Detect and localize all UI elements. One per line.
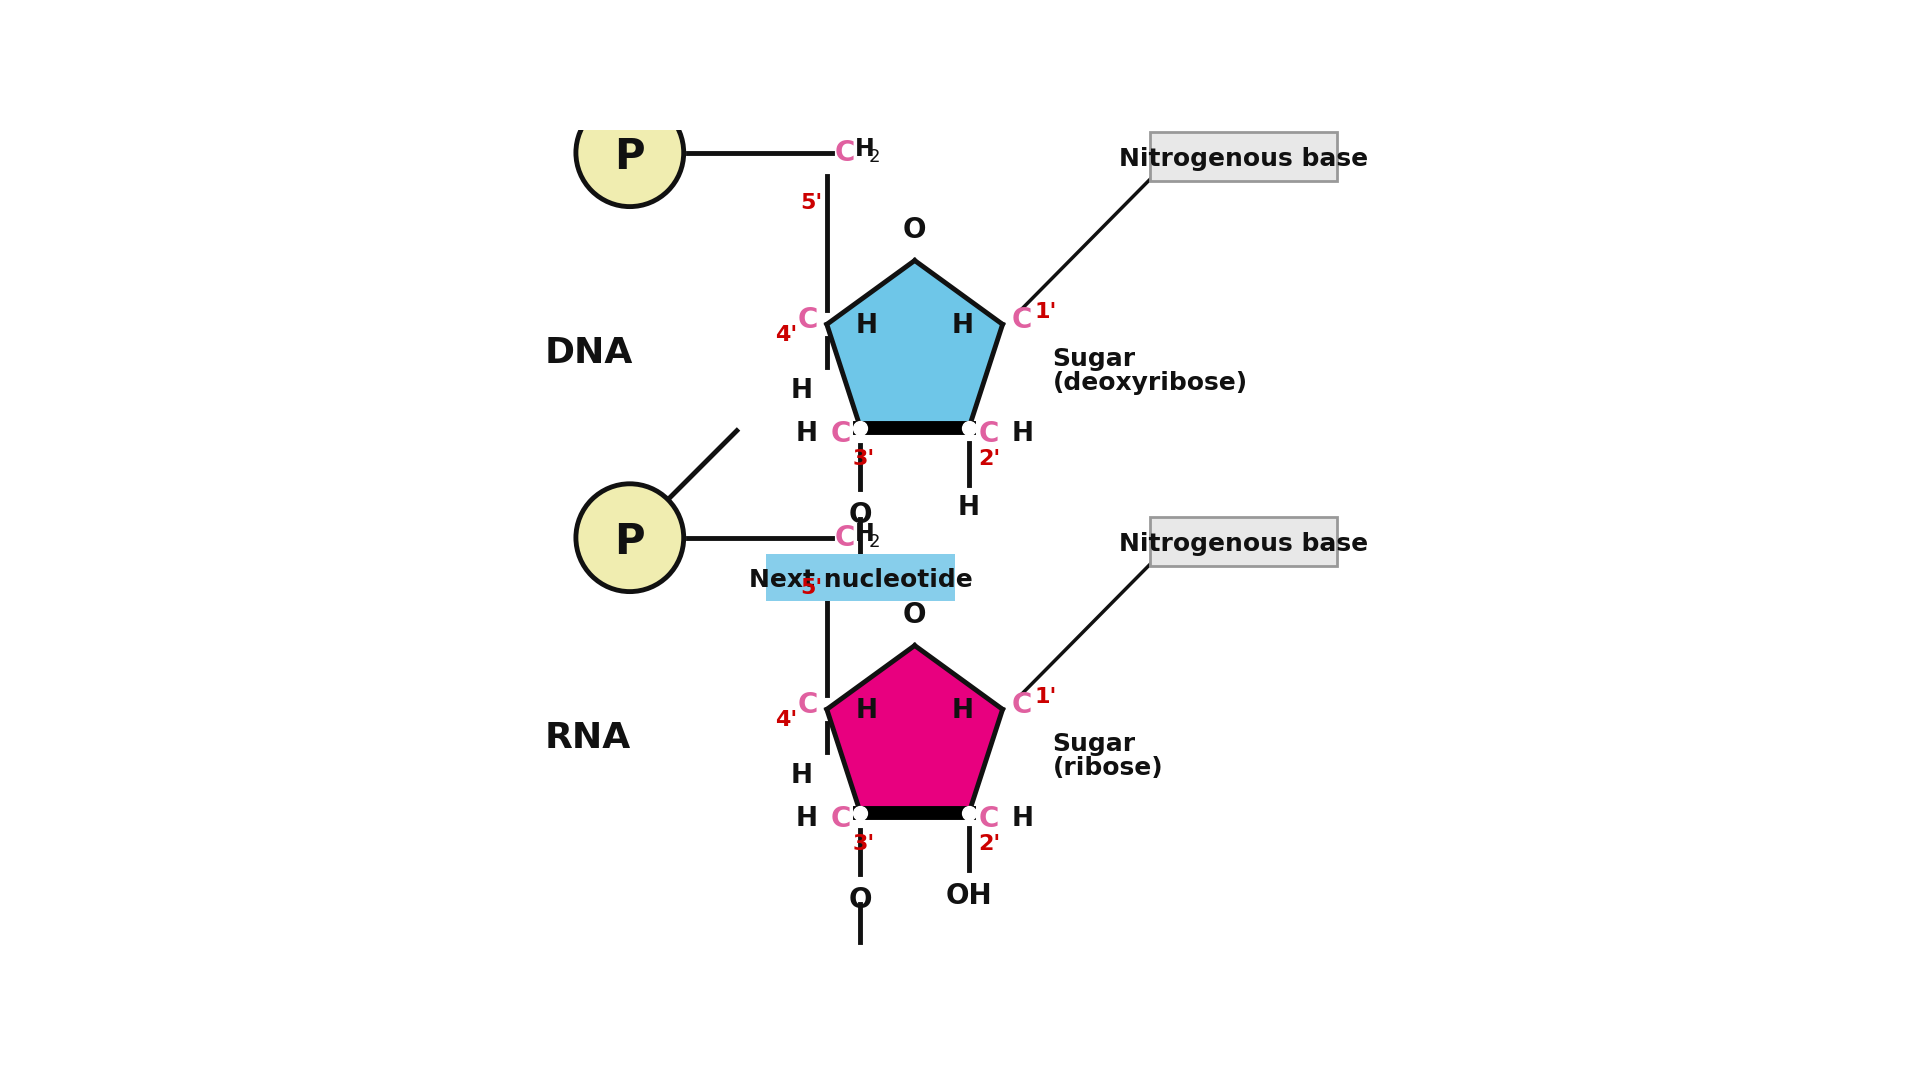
Text: Nitrogenous base: Nitrogenous base	[1119, 531, 1369, 556]
Text: C: C	[835, 138, 854, 166]
Text: 4': 4'	[776, 325, 797, 346]
Text: 4': 4'	[776, 711, 797, 730]
Text: H: H	[856, 698, 877, 724]
Text: C: C	[831, 420, 851, 448]
Text: 2: 2	[868, 532, 879, 551]
Text: O: O	[902, 216, 927, 244]
Polygon shape	[828, 260, 1002, 428]
Text: 3': 3'	[852, 449, 876, 469]
Text: C: C	[831, 805, 851, 833]
Text: O: O	[849, 886, 872, 914]
Text: Next nucleotide: Next nucleotide	[749, 568, 972, 592]
Text: P: P	[614, 136, 645, 177]
Text: C: C	[797, 307, 818, 335]
Text: O: O	[849, 501, 872, 529]
Text: (deoxyribose): (deoxyribose)	[1052, 370, 1248, 394]
Text: (ribose): (ribose)	[1052, 756, 1164, 780]
Text: H: H	[950, 313, 973, 339]
Text: Sugar: Sugar	[1052, 732, 1137, 756]
Text: Nitrogenous base: Nitrogenous base	[1119, 147, 1369, 171]
Text: H: H	[791, 378, 812, 404]
Text: H: H	[958, 496, 979, 522]
Text: H: H	[950, 698, 973, 724]
Text: H: H	[791, 764, 812, 789]
Text: 5': 5'	[801, 578, 824, 597]
Text: H: H	[856, 313, 877, 339]
Polygon shape	[828, 646, 1002, 812]
Text: H: H	[797, 806, 818, 832]
Text: O: O	[902, 600, 927, 629]
Text: C: C	[1012, 307, 1033, 335]
Text: C: C	[979, 805, 998, 833]
Circle shape	[576, 98, 684, 206]
Text: P: P	[614, 521, 645, 563]
Text: C: C	[979, 420, 998, 448]
Circle shape	[576, 484, 684, 592]
Text: H: H	[1012, 421, 1033, 447]
Text: C: C	[1012, 691, 1033, 719]
Text: H: H	[797, 421, 818, 447]
FancyBboxPatch shape	[1150, 132, 1338, 180]
Text: 2': 2'	[979, 449, 1000, 469]
Text: RNA: RNA	[545, 721, 632, 755]
FancyBboxPatch shape	[766, 554, 954, 602]
Text: 1': 1'	[1035, 687, 1058, 707]
Text: H: H	[1012, 806, 1033, 832]
Text: C: C	[797, 691, 818, 719]
Text: DNA: DNA	[545, 336, 634, 369]
Text: H: H	[854, 522, 874, 545]
Text: 2: 2	[868, 148, 879, 165]
FancyBboxPatch shape	[1150, 517, 1338, 566]
Text: 1': 1'	[1035, 302, 1058, 322]
Text: C: C	[835, 524, 854, 552]
Text: H: H	[854, 137, 874, 161]
Text: OH: OH	[947, 882, 993, 910]
Text: 5': 5'	[801, 192, 824, 213]
Text: 3': 3'	[852, 834, 876, 854]
Text: 2': 2'	[979, 834, 1000, 854]
Text: Sugar: Sugar	[1052, 348, 1137, 372]
